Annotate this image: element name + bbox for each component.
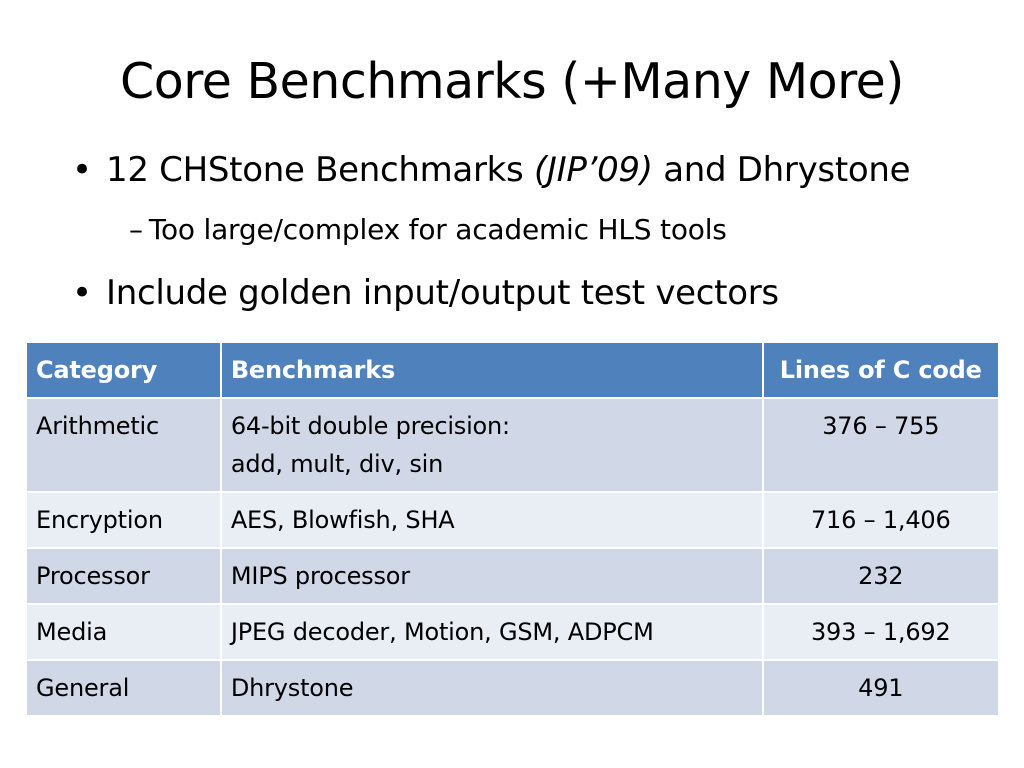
bullet-marker: • [72, 150, 92, 190]
cell-benchmarks: JPEG decoder, Motion, GSM, ADPCM [219, 603, 764, 661]
bullet-text-after: and Dhrystone [652, 150, 911, 190]
slide-title: Core Benchmarks (+Many More) [120, 53, 904, 110]
benchmarks-table: Category Benchmarks Lines of C code Arit… [25, 341, 1001, 717]
cell-benchmarks: 64-bit double precision: add, mult, div,… [219, 397, 764, 493]
cell-category: Media [25, 603, 222, 661]
bullet-text-before: 12 CHStone Benchmarks [106, 150, 534, 190]
table-row: Media JPEG decoder, Motion, GSM, ADPCM 3… [25, 603, 1001, 661]
sub-bullet-text: Too large/complex for academic HLS tools [148, 213, 727, 246]
column-header-benchmarks: Benchmarks [219, 341, 764, 399]
bullet-text: Include golden input/output test vectors [106, 273, 779, 313]
column-header-lines: Lines of C code [761, 341, 1001, 399]
table-row: Encryption AES, Blowfish, SHA 716 – 1,40… [25, 491, 1001, 549]
sub-bullet-item: – Too large/complex for academic HLS tool… [129, 211, 727, 249]
cell-benchmarks: MIPS processor [219, 547, 764, 605]
cell-benchmarks: AES, Blowfish, SHA [219, 491, 764, 549]
cell-category: General [25, 659, 222, 717]
cell-category: Processor [25, 547, 222, 605]
cell-benchmarks-line: add, mult, div, sin [230, 450, 444, 478]
sub-bullet-marker: – [129, 213, 143, 246]
cell-lines: 716 – 1,406 [761, 491, 1001, 549]
table-row: Processor MIPS processor 232 [25, 547, 1001, 605]
bullet-item-test-vectors: • Include golden input/output test vector… [72, 271, 779, 315]
cell-category: Encryption [25, 491, 222, 549]
table-row: Arithmetic 64-bit double precision: add,… [25, 397, 1001, 493]
table-row: General Dhrystone 491 [25, 659, 1001, 717]
cell-category: Arithmetic [25, 397, 222, 493]
bullet-citation: (JIP’09) [533, 150, 653, 190]
bullet-item-chstone: • 12 CHStone Benchmarks (JIP’09) and Dhry… [72, 148, 911, 192]
cell-lines: 376 – 755 [761, 397, 1001, 493]
column-header-category: Category [25, 341, 222, 399]
cell-benchmarks-line: 64-bit double precision: [230, 412, 510, 440]
cell-lines: 491 [761, 659, 1001, 717]
bullet-marker: • [72, 273, 92, 313]
cell-lines: 232 [761, 547, 1001, 605]
table-header-row: Category Benchmarks Lines of C code [25, 341, 1001, 399]
cell-lines: 393 – 1,692 [761, 603, 1001, 661]
cell-benchmarks: Dhrystone [219, 659, 764, 717]
